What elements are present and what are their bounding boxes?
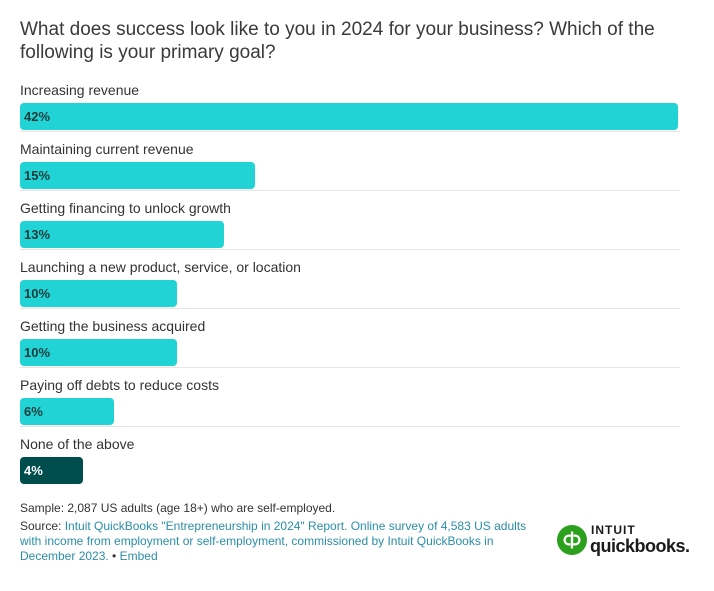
source-separator: • bbox=[108, 549, 120, 563]
embed-link[interactable]: Embed bbox=[119, 549, 158, 563]
source-prefix: Source: bbox=[20, 519, 65, 533]
logo-brand-main: quickbooks. bbox=[590, 536, 690, 556]
category-label: Maintaining current revenue bbox=[20, 141, 194, 157]
bar-value-label: 6% bbox=[24, 404, 43, 419]
bar-track: 4% bbox=[20, 457, 680, 485]
row-divider bbox=[20, 308, 680, 309]
bar-row: Maintaining current revenue 15% bbox=[20, 140, 680, 199]
category-label: Paying off debts to reduce costs bbox=[20, 377, 219, 393]
row-divider bbox=[20, 190, 680, 191]
bar-track: 42% bbox=[20, 103, 680, 131]
logo-brand-top: INTUIT bbox=[591, 523, 636, 537]
sample-note: Sample: 2,087 US adults (age 18+) who ar… bbox=[20, 501, 336, 515]
row-divider bbox=[20, 131, 680, 132]
source-note: Source: Intuit QuickBooks "Entrepreneurs… bbox=[20, 519, 540, 564]
category-label: Getting financing to unlock growth bbox=[20, 200, 231, 216]
bar: 42% bbox=[20, 103, 678, 130]
intuit-quickbooks-logo: INTUIT quickbooks. bbox=[557, 523, 690, 558]
bar: 10% bbox=[20, 339, 177, 366]
bar: 15% bbox=[20, 162, 255, 189]
bar-row: None of the above 4% bbox=[20, 435, 680, 494]
bar-value-label: 10% bbox=[24, 286, 51, 301]
bar: 4% bbox=[20, 457, 83, 484]
bar-track: 10% bbox=[20, 339, 680, 367]
bar-track: 6% bbox=[20, 398, 680, 426]
bar: 13% bbox=[20, 221, 224, 248]
bar-row: Increasing revenue 42% bbox=[20, 81, 680, 140]
bar: 10% bbox=[20, 280, 177, 307]
bar-row: Getting financing to unlock growth 13% bbox=[20, 199, 680, 258]
chart-title: What does success look like to you in 20… bbox=[20, 19, 655, 63]
category-label: Getting the business acquired bbox=[20, 318, 206, 334]
row-divider bbox=[20, 367, 680, 368]
row-divider bbox=[20, 249, 680, 250]
bar-row: Launching a new product, service, or loc… bbox=[20, 258, 680, 317]
row-divider bbox=[20, 426, 680, 427]
bar-track: 15% bbox=[20, 162, 680, 190]
qb-glyph bbox=[563, 531, 581, 549]
bar-value-label: 42% bbox=[24, 109, 51, 124]
category-label: None of the above bbox=[20, 436, 135, 452]
source-link[interactable]: Intuit QuickBooks "Entrepreneurship in 2… bbox=[20, 519, 527, 563]
bar-value-label: 13% bbox=[24, 227, 51, 242]
quickbooks-qb-icon bbox=[557, 525, 587, 555]
bar-value-label: 4% bbox=[24, 463, 43, 478]
category-label: Increasing revenue bbox=[20, 82, 140, 98]
bar-value-label: 15% bbox=[24, 168, 51, 183]
bar: 6% bbox=[20, 398, 114, 425]
bar-value-label: 10% bbox=[24, 345, 51, 360]
bar-track: 10% bbox=[20, 280, 680, 308]
bar-row: Paying off debts to reduce costs 6% bbox=[20, 376, 680, 435]
bar-row: Getting the business acquired 10% bbox=[20, 317, 680, 376]
category-label: Launching a new product, service, or loc… bbox=[20, 259, 301, 275]
bar-track: 13% bbox=[20, 221, 680, 249]
